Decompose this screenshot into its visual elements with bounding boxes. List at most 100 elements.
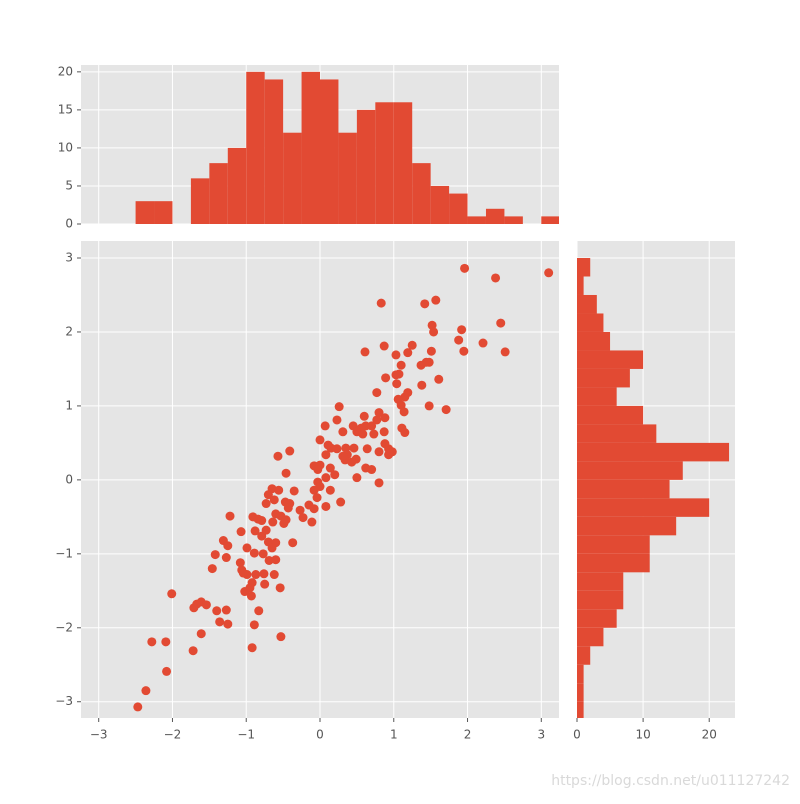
point [281,468,291,478]
bar [577,590,624,610]
point [269,495,279,505]
point [289,486,299,496]
point [424,401,434,411]
bar [154,201,173,224]
point [207,564,217,574]
point [254,606,264,616]
point [201,600,211,610]
y-tick-label: 0 [65,472,73,486]
point [245,583,255,593]
point [221,553,231,563]
bar [190,178,210,224]
bar [467,216,486,224]
point [500,347,510,357]
point [372,388,382,398]
point [309,504,319,514]
bar [577,424,657,443]
point [332,415,342,425]
bar [577,498,710,517]
x-tick-label: −1 [237,728,255,742]
point [320,421,330,431]
point [491,273,501,283]
point [162,666,172,676]
y-tick-label: 3 [65,251,73,265]
point [396,360,406,370]
bar [577,479,670,499]
y-tick-label: −1 [55,546,73,560]
point [235,558,245,568]
point [478,338,488,348]
point [360,347,370,357]
point [268,517,278,527]
point [454,335,464,345]
point [496,318,506,328]
point [379,427,389,437]
bar [577,535,650,554]
bar [227,147,247,224]
point [349,443,359,453]
point [263,490,273,500]
bar [577,553,650,573]
point [189,603,199,613]
bar [504,216,523,224]
point [188,646,198,656]
point [313,465,323,475]
bar [577,683,584,702]
point [369,429,379,439]
point [352,473,362,483]
point [321,473,331,483]
point [273,451,283,461]
bar [577,294,597,314]
point [330,470,340,480]
bar [338,132,357,224]
point [431,295,441,305]
point [261,525,271,535]
point [380,413,390,423]
bar [577,387,617,406]
point [362,444,372,454]
point [283,503,293,513]
point [374,478,384,488]
bar [264,79,284,224]
point [212,606,222,616]
bar [577,258,591,277]
point [336,497,346,507]
bar [301,71,320,224]
point [338,451,348,461]
bar [393,102,413,224]
point [321,450,331,460]
point [249,548,259,558]
point [161,637,171,647]
bar [577,627,604,647]
point [379,341,389,351]
point [271,509,281,519]
x-tick-label: 3 [537,728,545,742]
point [429,327,439,337]
bar [246,71,265,224]
bar [135,201,155,224]
x-tick-label: 20 [702,728,717,742]
y-tick-label: 0 [65,217,73,231]
point [426,346,436,356]
point [223,619,233,629]
x-tick-label: 10 [635,728,650,742]
point [147,637,157,647]
point [133,702,143,712]
point [321,501,331,511]
point [295,505,305,515]
point [417,380,427,390]
point [225,511,235,521]
point [281,515,291,525]
bar [449,193,468,224]
bar [577,516,677,536]
point [250,526,260,536]
point [312,493,322,503]
point [257,516,267,526]
bar [577,701,584,718]
point [367,421,377,431]
point [325,463,335,473]
point [242,543,252,553]
point [275,583,285,593]
bar [577,368,630,388]
bar [577,331,611,351]
